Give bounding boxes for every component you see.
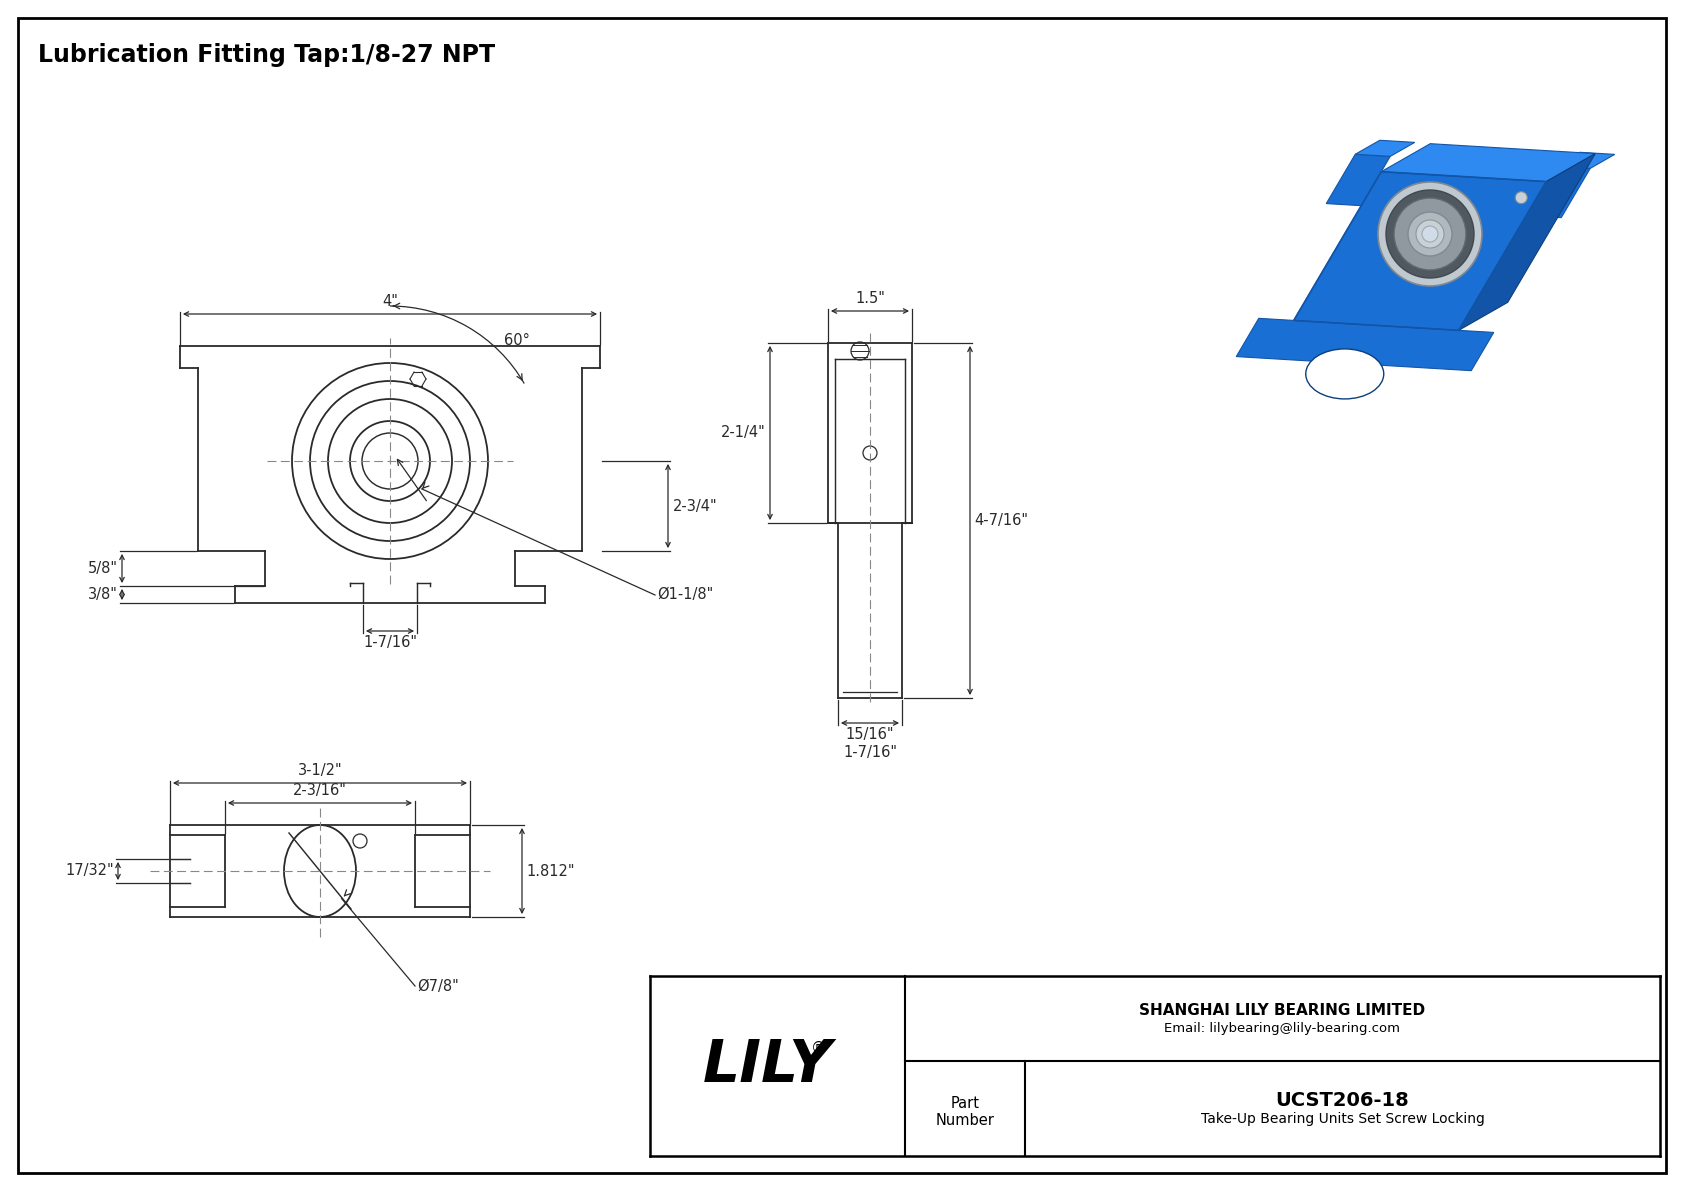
Circle shape xyxy=(1421,226,1438,242)
Polygon shape xyxy=(1381,144,1595,181)
Text: Ø7/8": Ø7/8" xyxy=(418,979,458,993)
Text: 3-1/2": 3-1/2" xyxy=(298,763,342,778)
Text: 1.5": 1.5" xyxy=(855,291,884,306)
Circle shape xyxy=(1378,182,1482,286)
Text: 3/8": 3/8" xyxy=(88,587,118,601)
Text: 5/8": 5/8" xyxy=(88,561,118,576)
Circle shape xyxy=(1394,198,1467,270)
Text: Number: Number xyxy=(936,1114,995,1128)
Text: 4-7/16": 4-7/16" xyxy=(973,513,1027,528)
Polygon shape xyxy=(1526,167,1590,218)
Text: 1.812": 1.812" xyxy=(525,863,574,879)
Text: 4": 4" xyxy=(382,294,397,308)
Polygon shape xyxy=(1356,141,1415,156)
Circle shape xyxy=(1516,192,1527,204)
Circle shape xyxy=(1386,191,1474,278)
Text: UCST206-18: UCST206-18 xyxy=(1275,1091,1410,1110)
Text: 2-3/4": 2-3/4" xyxy=(674,499,717,513)
Text: Part: Part xyxy=(950,1096,980,1111)
Text: 17/32": 17/32" xyxy=(66,863,115,879)
Ellipse shape xyxy=(1305,349,1384,399)
Circle shape xyxy=(1416,220,1443,248)
Text: 1-7/16": 1-7/16" xyxy=(364,635,418,650)
Text: Lubrication Fitting Tap:1/8-27 NPT: Lubrication Fitting Tap:1/8-27 NPT xyxy=(39,43,495,67)
Polygon shape xyxy=(1556,152,1615,168)
Text: Email: lilybearing@lily-bearing.com: Email: lilybearing@lily-bearing.com xyxy=(1165,1022,1401,1035)
Text: 2-3/16": 2-3/16" xyxy=(293,782,347,798)
Text: ®: ® xyxy=(810,1041,825,1055)
Text: Ø1-1/8": Ø1-1/8" xyxy=(657,587,714,603)
Polygon shape xyxy=(1327,155,1391,206)
Circle shape xyxy=(1408,212,1452,256)
Text: 2-1/4": 2-1/4" xyxy=(721,425,766,441)
Text: LILY: LILY xyxy=(702,1037,832,1095)
Text: 60°: 60° xyxy=(504,333,529,348)
Text: 1-7/16": 1-7/16" xyxy=(844,746,898,760)
Polygon shape xyxy=(1293,172,1546,330)
Text: 15/16": 15/16" xyxy=(845,727,894,742)
Polygon shape xyxy=(1236,318,1494,370)
Polygon shape xyxy=(1458,154,1595,330)
Text: Take-Up Bearing Units Set Screw Locking: Take-Up Bearing Units Set Screw Locking xyxy=(1201,1111,1484,1125)
Text: SHANGHAI LILY BEARING LIMITED: SHANGHAI LILY BEARING LIMITED xyxy=(1140,1003,1426,1018)
